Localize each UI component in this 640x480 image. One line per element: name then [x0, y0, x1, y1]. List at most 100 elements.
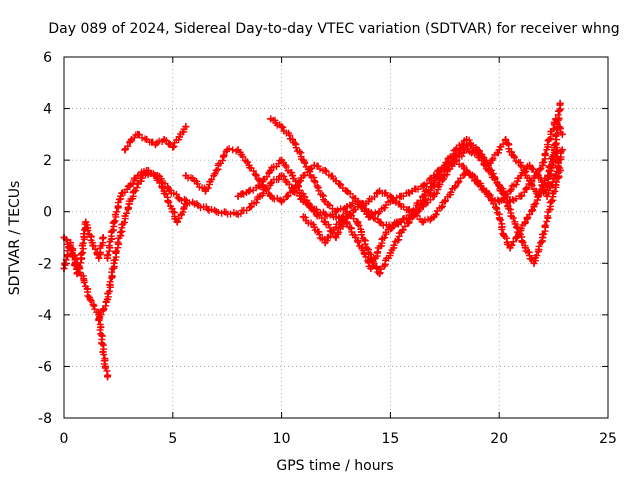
data-point [299, 213, 307, 221]
data-point [173, 218, 181, 226]
data-point [201, 187, 209, 195]
data-point [234, 210, 242, 218]
data-point [517, 172, 525, 180]
data-point [99, 306, 107, 314]
data-point [267, 166, 275, 174]
data-point [169, 143, 177, 151]
data-point [321, 210, 329, 218]
y-tick-label: 6 [43, 50, 52, 66]
y-axis-label: SDTVAR / TECUs [7, 181, 23, 296]
data-point [352, 234, 360, 241]
data-point [556, 166, 564, 174]
data-point [530, 203, 538, 211]
data-point [545, 136, 553, 144]
data-point [419, 192, 427, 200]
data-point [67, 239, 75, 247]
data-point [521, 244, 529, 252]
data-point [452, 182, 460, 190]
data-point [543, 192, 551, 200]
data-point [160, 136, 168, 144]
data-point [104, 295, 112, 303]
y-tick-label: 4 [43, 102, 52, 118]
x-tick-label: 20 [490, 431, 508, 447]
data-point [121, 146, 129, 154]
data-point [127, 136, 135, 144]
data-point [178, 210, 186, 218]
data-point [267, 179, 275, 187]
data-point [506, 187, 514, 195]
data-point [430, 177, 438, 185]
data-point [321, 218, 329, 226]
x-tick-label: 10 [273, 431, 291, 447]
data-point [160, 187, 168, 195]
data-point [151, 141, 159, 149]
y-tick-label: -4 [38, 308, 52, 324]
data-point [175, 133, 183, 141]
data-point [332, 223, 340, 231]
data-point [182, 123, 190, 131]
data-point [288, 187, 296, 195]
data-point [343, 208, 351, 216]
data-point [169, 208, 177, 216]
data-point [376, 270, 384, 278]
data-point [182, 200, 190, 208]
data-point [463, 146, 471, 154]
data-point [506, 244, 514, 252]
data-point [104, 254, 112, 262]
data-point [299, 192, 307, 200]
data-point [117, 192, 125, 200]
data-point [212, 208, 220, 216]
data-point [288, 172, 296, 180]
data-point [473, 151, 481, 159]
data-point [332, 234, 340, 241]
y-tick-label: -2 [38, 256, 52, 272]
data-point [117, 228, 125, 236]
data-point [397, 228, 405, 236]
data-point [101, 362, 109, 370]
data-point [367, 264, 375, 272]
data-point [473, 177, 481, 185]
x-tick-label: 25 [599, 431, 617, 447]
tick-labels: 0 5 10 15 20 25 -8 -6 -4 -2 0 2 4 6 [38, 50, 617, 447]
data-point [310, 223, 318, 231]
data-point [430, 213, 438, 221]
data-point [95, 316, 103, 324]
data-point [223, 146, 231, 154]
data-point [463, 166, 471, 174]
data-point [441, 197, 449, 205]
data-point [441, 161, 449, 169]
data-point [495, 182, 503, 190]
data-point [419, 203, 427, 211]
data-point [558, 146, 566, 154]
data-point [310, 177, 318, 185]
data-point [534, 172, 542, 180]
data-point [386, 223, 394, 231]
data-point [530, 259, 538, 267]
data-point [191, 200, 199, 208]
data-point [256, 192, 264, 200]
data-point [517, 192, 525, 200]
series-track-5 [121, 123, 190, 154]
data-point [151, 172, 159, 180]
data-point [332, 177, 340, 185]
chart-title: Day 089 of 2024, Sidereal Day-to-day VTE… [48, 21, 619, 37]
data-point [267, 192, 275, 200]
data-point [278, 156, 286, 164]
data-point [502, 136, 510, 144]
data-point [125, 182, 133, 190]
data-point [513, 223, 521, 231]
data-point [452, 146, 460, 154]
data-point [110, 218, 118, 226]
data-point [376, 208, 384, 216]
data-point [125, 200, 133, 208]
x-tick-label: 5 [168, 431, 177, 447]
data-point [310, 208, 318, 216]
data-point [547, 197, 555, 205]
series-track-8 [234, 146, 566, 241]
data-point [332, 208, 340, 216]
data-point [484, 192, 492, 200]
data-point [521, 218, 529, 226]
data-point [234, 146, 242, 154]
data-point [365, 249, 373, 257]
x-axis-label: GPS time / hours [276, 458, 393, 474]
